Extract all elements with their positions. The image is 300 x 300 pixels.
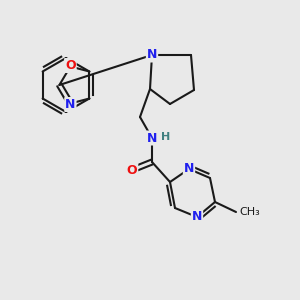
- Text: N: N: [147, 49, 157, 62]
- Text: N: N: [147, 131, 157, 145]
- Text: N: N: [184, 163, 194, 176]
- Text: O: O: [127, 164, 137, 176]
- Text: O: O: [65, 59, 76, 72]
- Text: N: N: [65, 98, 76, 111]
- Text: H: H: [161, 132, 170, 142]
- Text: CH₃: CH₃: [239, 207, 260, 217]
- Text: N: N: [192, 211, 202, 224]
